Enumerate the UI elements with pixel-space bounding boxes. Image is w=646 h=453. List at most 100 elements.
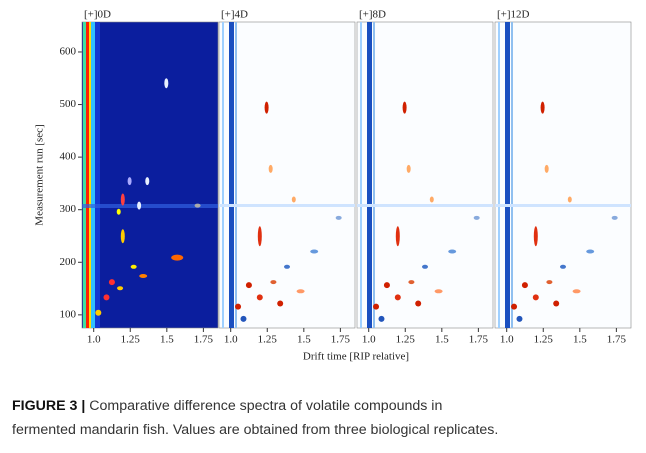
spot	[130, 264, 137, 269]
band	[219, 204, 355, 207]
spectrum-panel	[81, 21, 219, 329]
spot	[378, 315, 385, 322]
y-tick-label: 100	[60, 308, 77, 320]
spot	[145, 177, 150, 186]
stripe	[367, 22, 372, 328]
x-tick-label: 1.0	[500, 334, 514, 346]
spot	[120, 193, 125, 206]
spot	[120, 229, 125, 244]
spot	[284, 264, 290, 269]
panel-title: [+]0D	[84, 9, 111, 21]
spot	[310, 249, 319, 254]
stripe	[222, 22, 224, 328]
panel-title: [+]8D	[359, 9, 386, 21]
stripe	[373, 22, 375, 328]
stripe	[89, 22, 91, 328]
x-tick-label: 1.0	[87, 334, 101, 346]
spot	[540, 101, 545, 114]
caption-line: fermented mandarin fish. Values are obta…	[12, 422, 499, 438]
spot	[171, 254, 184, 261]
spot	[611, 215, 618, 220]
spectrum-panel	[356, 21, 494, 329]
spot	[291, 196, 296, 203]
spot	[406, 164, 411, 173]
panel-title: [+]12D	[497, 9, 530, 21]
spot	[296, 289, 305, 294]
spot	[473, 215, 480, 220]
stripe	[235, 22, 237, 328]
spot	[402, 101, 407, 114]
y-axis-label: Measurement run [sec]	[34, 124, 46, 225]
x-tick-label: 1.5	[297, 334, 311, 346]
x-tick-label: 1.5	[573, 334, 587, 346]
spot	[264, 101, 269, 114]
x-tick-label: 1.0	[224, 334, 238, 346]
stripe	[86, 22, 89, 328]
spectrum-panel	[494, 21, 632, 329]
spot	[277, 300, 284, 307]
panel-background	[494, 21, 632, 329]
band	[495, 204, 631, 207]
spot	[256, 294, 263, 301]
spot	[586, 249, 595, 254]
spot	[434, 289, 443, 294]
stripe	[91, 22, 95, 328]
spot	[373, 303, 380, 310]
spot	[137, 201, 142, 210]
stripe	[505, 22, 510, 328]
spot	[521, 282, 528, 289]
y-tick-label: 500	[60, 98, 77, 110]
spot	[408, 280, 415, 285]
x-axis-label: Drift time [RIP relative]	[303, 351, 409, 363]
spot	[257, 226, 262, 247]
spot	[108, 279, 115, 286]
spot	[335, 215, 342, 220]
spot	[567, 196, 572, 203]
spot	[553, 300, 560, 307]
spot	[245, 282, 252, 289]
band	[357, 204, 493, 207]
x-tick-label: 1.75	[607, 334, 627, 346]
stripe	[498, 22, 500, 328]
spot	[544, 164, 549, 173]
spot	[516, 315, 523, 322]
x-tick-label: 1.25	[396, 334, 416, 346]
spot	[394, 294, 401, 301]
spot	[164, 78, 169, 89]
panel-background	[81, 21, 219, 329]
spot	[240, 315, 247, 322]
spot	[235, 303, 242, 310]
x-tick-label: 1.25	[121, 334, 141, 346]
y-tick-label: 200	[60, 256, 77, 268]
spot	[383, 282, 390, 289]
x-tick-label: 1.5	[160, 334, 174, 346]
spot	[532, 294, 539, 301]
panel-title: [+]4D	[221, 9, 248, 21]
spot	[117, 286, 124, 291]
caption: FIGURE 3 | Comparative difference spectr…	[12, 394, 637, 442]
y-tick-label: 400	[60, 151, 77, 163]
spot	[103, 294, 110, 301]
band	[82, 204, 218, 208]
spot	[95, 309, 102, 316]
spot	[422, 264, 428, 269]
x-tick-label: 1.25	[258, 334, 278, 346]
spectra-figure: Measurement run [sec] Drift time [RIP re…	[34, 9, 632, 363]
spot	[415, 300, 422, 307]
spot	[127, 177, 132, 186]
y-tick-label: 300	[60, 203, 77, 215]
stripe	[83, 22, 86, 328]
spectrum-panel	[218, 21, 356, 329]
stripe	[360, 22, 362, 328]
stripe	[95, 22, 100, 328]
spot	[395, 226, 400, 247]
spot	[139, 273, 148, 278]
spot	[194, 203, 201, 208]
x-tick-label: 1.75	[469, 334, 489, 346]
x-tick-label: 1.0	[362, 334, 376, 346]
x-tick-label: 1.25	[534, 334, 554, 346]
spot	[429, 196, 434, 203]
x-tick-label: 1.75	[194, 334, 214, 346]
spot	[511, 303, 518, 310]
